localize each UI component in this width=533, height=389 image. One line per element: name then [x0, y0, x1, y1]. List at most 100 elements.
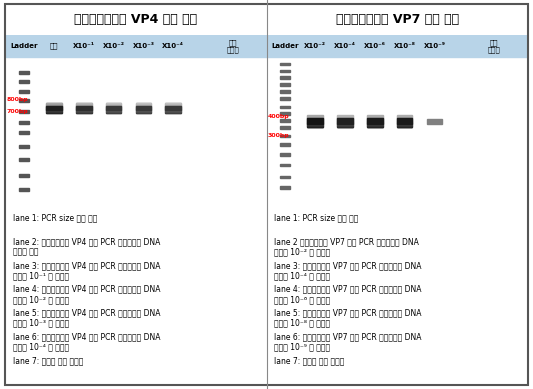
Bar [19, 98, 29, 102]
Bar [76, 106, 92, 110]
Bar [280, 63, 290, 65]
Bar [397, 126, 413, 127]
Bar [266, 35, 528, 57]
Bar [5, 35, 266, 57]
Text: lane 2 로타바이러스 VP7 부위 PCR 양성대조군 DNA
전사체 10⁻² 배 희석액: lane 2 로타바이러스 VP7 부위 PCR 양성대조군 DNA 전사체 1… [274, 237, 419, 256]
Bar [337, 127, 353, 128]
Bar [367, 122, 383, 123]
Bar [280, 70, 290, 72]
Bar [337, 125, 353, 126]
Bar [307, 127, 323, 128]
Bar [307, 123, 323, 124]
Bar [280, 119, 290, 122]
Text: X10⁻²: X10⁻² [304, 43, 326, 49]
Bar [307, 120, 323, 121]
Text: lane 5: 로타바이러스 VP4 부위 PCR 양성대조군 DNA
전사체 10⁻³ 배 희석액: lane 5: 로타바이러스 VP4 부위 PCR 양성대조군 DNA 전사체 … [13, 308, 160, 328]
Bar [307, 117, 323, 118]
Bar [337, 121, 353, 122]
Bar [307, 118, 323, 124]
Text: 음성
대조군: 음성 대조군 [488, 39, 500, 53]
Text: Ladder: Ladder [10, 43, 38, 49]
Bar [397, 121, 413, 122]
Bar [19, 174, 29, 177]
Text: X10⁻³: X10⁻³ [132, 43, 155, 49]
Bar [367, 123, 383, 124]
Text: X10⁻⁶: X10⁻⁶ [364, 43, 386, 49]
Text: lane 3: 로타바이러스 VP7 부위 PCR 양성대조군 DNA
전사체 10⁻⁴ 배 희석액: lane 3: 로타바이러스 VP7 부위 PCR 양성대조군 DNA 전사체 … [274, 261, 422, 280]
Bar [19, 145, 29, 148]
Bar [19, 131, 29, 134]
Bar [19, 187, 29, 191]
Bar [19, 121, 29, 124]
Bar [106, 106, 122, 110]
Bar [367, 119, 383, 120]
Bar [307, 124, 323, 125]
Bar [280, 186, 290, 189]
Bar [280, 143, 290, 146]
Bar [337, 124, 353, 125]
Bar [280, 126, 290, 129]
Text: 원액: 원액 [50, 43, 58, 49]
Bar [337, 117, 353, 118]
Bar [135, 106, 151, 110]
Bar [337, 120, 353, 121]
Bar [397, 120, 413, 121]
Bar [397, 122, 413, 123]
Bar [19, 71, 29, 74]
Bar [307, 122, 323, 123]
Text: lane 2: 로타바이러스 VP4 부위 PCR 양성대조군 DNA
전사체 원액: lane 2: 로타바이러스 VP4 부위 PCR 양성대조군 DNA 전사체 … [13, 237, 160, 256]
Bar [397, 125, 413, 126]
Bar [280, 76, 290, 79]
Bar [19, 80, 29, 83]
Bar [397, 123, 413, 124]
Bar [367, 124, 383, 125]
Text: 300bp: 300bp [268, 133, 289, 138]
Bar [19, 90, 29, 93]
Bar [397, 117, 413, 118]
Bar [367, 126, 383, 127]
Bar [367, 118, 383, 119]
Text: 400bp: 400bp [268, 114, 289, 119]
Bar [397, 116, 413, 117]
Bar [367, 118, 383, 124]
Bar [367, 116, 383, 117]
Text: lane 1: PCR size 표지 마커: lane 1: PCR size 표지 마커 [274, 213, 359, 223]
Text: lane 6: 로타바이러스 VP4 부위 PCR 양성대조군 DNA
전사체 10⁻⁴ 배 희석액: lane 6: 로타바이러스 VP4 부위 PCR 양성대조군 DNA 전사체 … [13, 332, 160, 352]
Bar [280, 112, 290, 115]
Bar [337, 118, 353, 124]
Text: X10⁻²: X10⁻² [102, 43, 125, 49]
Text: lane 7: 반응의 음성 대조군: lane 7: 반응의 음성 대조군 [274, 356, 345, 365]
Text: lane 6: 로타바이러스 VP7 부위 PCR 양성대조군 DNA
전사체 10⁻⁹ 배 희석액: lane 6: 로타바이러스 VP7 부위 PCR 양성대조군 DNA 전사체 … [274, 332, 422, 352]
Bar [397, 119, 413, 120]
Text: 로타바이러스의 VP7 부위 증폭: 로타바이러스의 VP7 부위 증폭 [335, 13, 459, 26]
Bar [307, 121, 323, 122]
Text: 700bp: 700bp [7, 109, 28, 114]
Bar [337, 119, 353, 120]
Bar [307, 125, 323, 126]
Bar [307, 116, 323, 117]
Bar [337, 122, 353, 123]
Text: X10⁻¹: X10⁻¹ [72, 43, 95, 49]
Bar [280, 97, 290, 100]
Text: Ladder: Ladder [271, 43, 299, 49]
Bar [280, 153, 290, 156]
Text: lane 4: 로타바이러스 VP4 부위 PCR 양성대조군 DNA
전사체 10⁻² 배 희석액: lane 4: 로타바이러스 VP4 부위 PCR 양성대조군 DNA 전사체 … [13, 285, 160, 304]
Bar [307, 118, 323, 119]
Bar [280, 176, 290, 179]
Text: lane 7: 반응의 음성 대조군: lane 7: 반응의 음성 대조군 [13, 356, 84, 365]
Bar [19, 158, 29, 161]
Bar [337, 126, 353, 127]
Text: X10⁻⁴: X10⁻⁴ [162, 43, 184, 49]
Text: lane 3: 로타바이러스 VP4 부위 PCR 양성대조군 DNA
전사체 10⁻¹ 배 희석액: lane 3: 로타바이러스 VP4 부위 PCR 양성대조군 DNA 전사체 … [13, 261, 160, 280]
Bar [337, 116, 353, 117]
Bar [337, 123, 353, 124]
Text: X10⁻⁸: X10⁻⁸ [393, 43, 416, 49]
Bar [367, 117, 383, 118]
Bar [426, 119, 442, 124]
Bar [367, 127, 383, 128]
Bar [280, 105, 290, 108]
Bar [46, 106, 62, 110]
Bar [307, 119, 323, 120]
Bar [165, 106, 181, 110]
Text: 음성
대조군: 음성 대조군 [227, 39, 239, 53]
